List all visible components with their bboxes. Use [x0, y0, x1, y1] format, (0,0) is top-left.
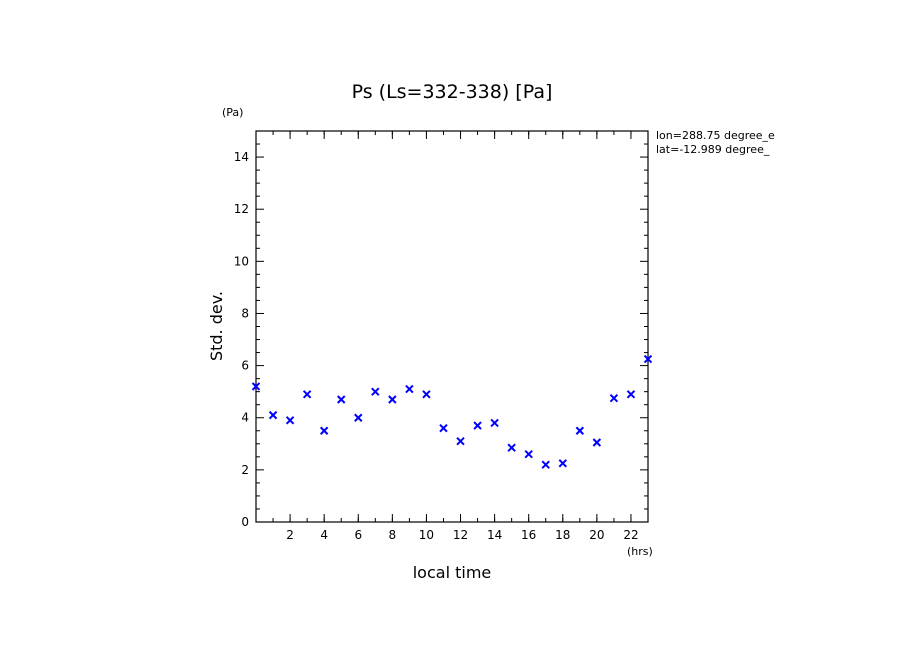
y-unit-label: (Pa) [222, 106, 243, 119]
x-unit-label: (hrs) [627, 545, 653, 558]
marker-stroke [575, 426, 585, 435]
y-tick-label: 6 [241, 359, 249, 373]
y-tick-label: 2 [241, 463, 249, 477]
data-point [285, 416, 295, 425]
axis-ticks [256, 131, 648, 523]
data-point [319, 426, 329, 435]
data-point [354, 413, 363, 422]
data-point [541, 460, 550, 469]
data-point [643, 354, 653, 364]
marker-stroke [473, 421, 482, 430]
x-tick-label: 8 [389, 528, 397, 542]
marker-stroke [541, 460, 550, 469]
marker-stroke [388, 395, 397, 404]
x-tick-label: 16 [521, 528, 536, 542]
y-tick-label: 8 [241, 306, 249, 320]
data-point [337, 395, 346, 404]
x-tick-label: 4 [320, 528, 328, 542]
marker-stroke [285, 416, 295, 425]
marker-stroke [507, 443, 516, 452]
y-tick-label: 0 [241, 515, 249, 529]
marker-stroke [456, 436, 465, 446]
y-axis-title: Std. dev. [207, 291, 226, 361]
x-tick-label: 6 [354, 528, 362, 542]
x-axis-title: local time [413, 563, 492, 582]
marker-stroke [490, 418, 499, 428]
marker-stroke [337, 395, 346, 404]
data-point [592, 438, 602, 447]
marker-stroke [354, 413, 363, 422]
marker-stroke [643, 354, 653, 364]
plot-frame [255, 130, 649, 523]
x-tick-label: 12 [453, 528, 468, 542]
x-tick-label: 18 [555, 528, 570, 542]
data-points [251, 354, 653, 469]
y-tick-label: 4 [241, 411, 249, 425]
data-point [422, 390, 431, 399]
x-tick-label: 20 [589, 528, 604, 542]
data-point [302, 390, 312, 399]
marker-stroke [626, 390, 636, 399]
marker-stroke [251, 382, 261, 391]
marker-stroke [319, 426, 329, 435]
data-point [524, 450, 533, 459]
marker-stroke [592, 438, 602, 447]
data-point [268, 410, 278, 420]
marker-stroke [268, 410, 278, 420]
data-point [626, 390, 636, 399]
data-point [371, 387, 380, 396]
marker-stroke [439, 423, 448, 433]
marker-stroke [609, 393, 619, 403]
y-tick-label: 12 [234, 202, 249, 216]
x-tick-label: 14 [487, 528, 502, 542]
marker-stroke [405, 384, 414, 394]
x-tick-label: 10 [419, 528, 434, 542]
data-point [439, 423, 448, 433]
y-tick-label: 14 [234, 150, 249, 164]
annotation-lat: lat=-12.989 degree_ [656, 143, 770, 156]
data-point [558, 459, 567, 468]
data-point [490, 418, 499, 428]
x-tick-label: 22 [623, 528, 638, 542]
data-point [507, 443, 516, 452]
data-point [251, 382, 261, 391]
data-point [575, 426, 585, 435]
data-point [388, 395, 397, 404]
y-tick-label: 10 [234, 254, 249, 268]
data-point [473, 421, 482, 430]
marker-stroke [558, 459, 567, 468]
marker-stroke [524, 450, 533, 459]
marker-stroke [302, 390, 312, 399]
chart-title: Ps (Ls=332-338) [Pa] [352, 81, 553, 103]
data-point [456, 436, 465, 446]
x-tick-label: 2 [286, 528, 294, 542]
data-point [609, 393, 619, 403]
annotation-lon: lon=288.75 degree_e [656, 129, 775, 142]
tick-labels: 2 4 6 8 10 12 14 16 18 20 22 0 2 4 6 8 10 12 14 [234, 150, 639, 542]
marker-stroke [422, 390, 431, 399]
data-point [405, 384, 414, 394]
marker-stroke [371, 387, 380, 396]
